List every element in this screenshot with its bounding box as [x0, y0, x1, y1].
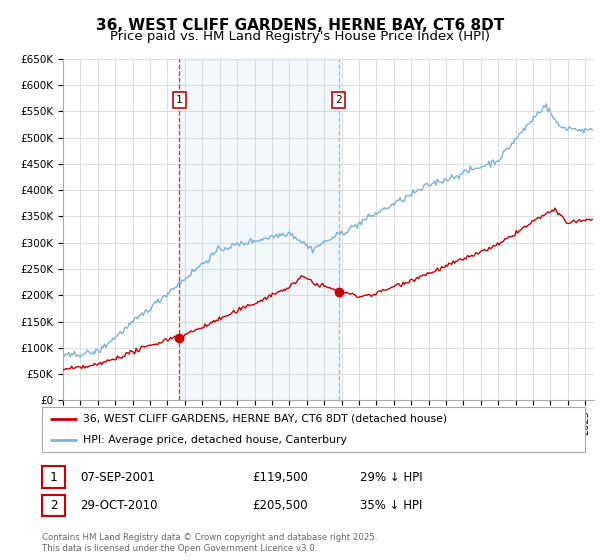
- Text: 36, WEST CLIFF GARDENS, HERNE BAY, CT6 8DT: 36, WEST CLIFF GARDENS, HERNE BAY, CT6 8…: [96, 18, 504, 33]
- Text: Contains HM Land Registry data © Crown copyright and database right 2025.
This d: Contains HM Land Registry data © Crown c…: [42, 533, 377, 553]
- Text: £119,500: £119,500: [252, 470, 308, 484]
- Text: 1: 1: [50, 470, 57, 484]
- Text: Price paid vs. HM Land Registry's House Price Index (HPI): Price paid vs. HM Land Registry's House …: [110, 30, 490, 43]
- Text: 29-OCT-2010: 29-OCT-2010: [80, 499, 157, 512]
- Text: 2: 2: [50, 499, 57, 512]
- Text: 29% ↓ HPI: 29% ↓ HPI: [360, 470, 422, 484]
- Text: 07-SEP-2001: 07-SEP-2001: [80, 470, 155, 484]
- Text: 2: 2: [335, 95, 342, 105]
- Text: HPI: Average price, detached house, Canterbury: HPI: Average price, detached house, Cant…: [83, 435, 347, 445]
- Text: £205,500: £205,500: [252, 499, 308, 512]
- Text: 36, WEST CLIFF GARDENS, HERNE BAY, CT6 8DT (detached house): 36, WEST CLIFF GARDENS, HERNE BAY, CT6 8…: [83, 414, 447, 424]
- Bar: [179, 59, 338, 400]
- Text: 1: 1: [176, 95, 183, 105]
- Text: 35% ↓ HPI: 35% ↓ HPI: [360, 499, 422, 512]
